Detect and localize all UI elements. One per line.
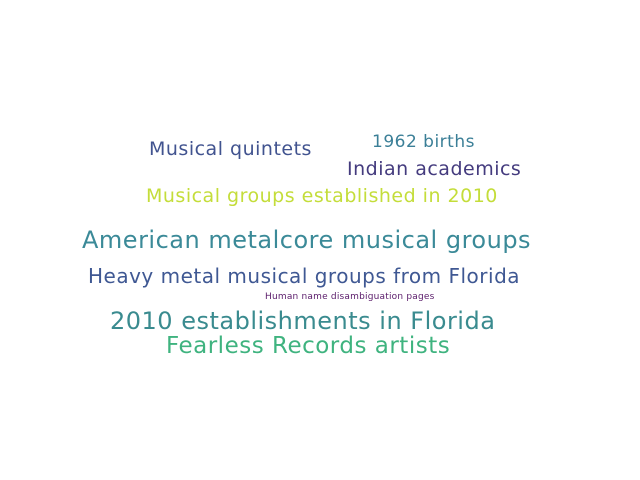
word-indian-academics: Indian academics <box>347 158 522 180</box>
word-musical-groups-established-in-2010: Musical groups established in 2010 <box>146 185 498 207</box>
word-1962-births: 1962 births <box>372 132 475 152</box>
word-heavy-metal-musical-groups-from-florida: Heavy metal musical groups from Florida <box>88 264 521 288</box>
word-2010-establishments-in-florida: 2010 establishments in Florida <box>110 307 496 335</box>
word-fearless-records-artists: Fearless Records artists <box>166 333 451 359</box>
word-american-metalcore-musical-groups: American metalcore musical groups <box>82 226 532 254</box>
word-musical-quintets: Musical quintets <box>149 138 312 160</box>
word-human-name-disambiguation-pages: Human name disambiguation pages <box>265 292 435 302</box>
